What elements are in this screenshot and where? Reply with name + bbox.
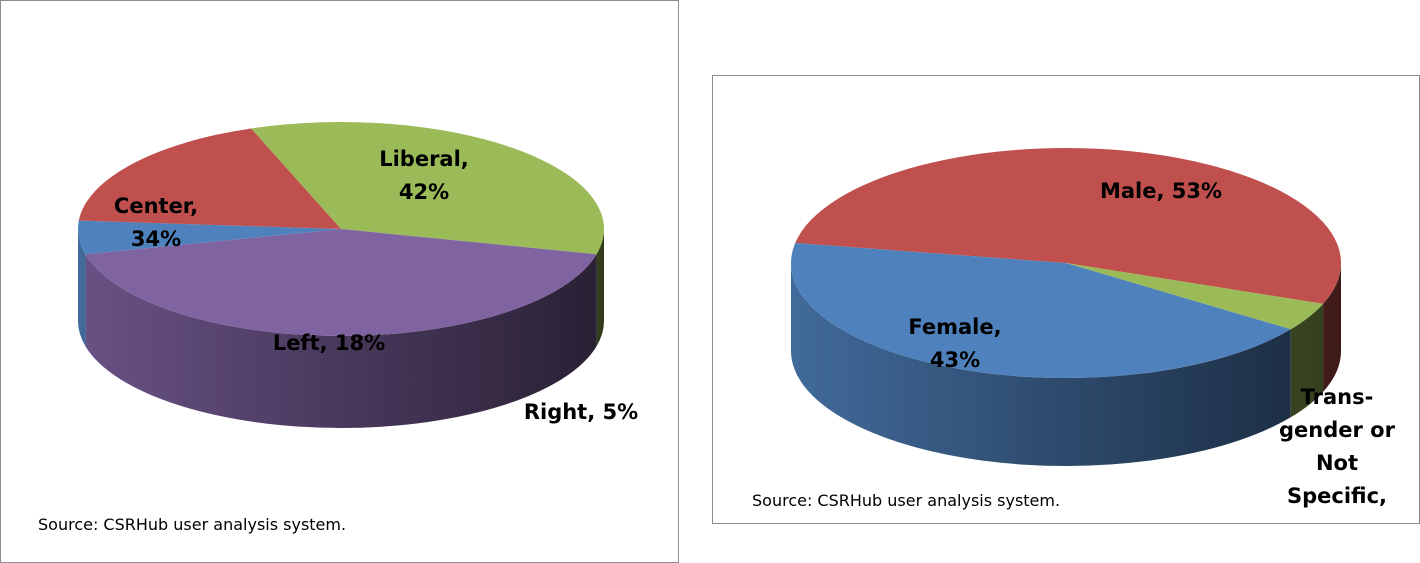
chart-panel-gender: Male, 53% Trans-gender or Not Specific, Fema…	[712, 75, 1420, 524]
pie-chart-political: Center, 34% Liberal, 42% Right, 5% Left, 18%	[77, 121, 638, 428]
pie-sides	[791, 263, 1341, 466]
data-label-liberal: Liberal, 42%	[379, 147, 469, 204]
pie-sides	[78, 229, 604, 428]
slice-side-female	[791, 263, 1291, 466]
slice-transgender-or-not-specific	[1066, 263, 1324, 330]
slice-side-right	[78, 229, 86, 347]
data-label-left: Left, 18%	[273, 331, 385, 355]
data-label-female: Female, 43%	[908, 315, 1001, 372]
slice-male	[795, 148, 1341, 304]
slice-left	[78, 128, 341, 229]
slice-liberal	[85, 229, 597, 336]
data-label-transgender-or-not-specific: Trans-gender or Not Specific,	[1279, 385, 1396, 508]
slice-center	[251, 121, 604, 255]
slice-female	[791, 243, 1291, 378]
data-label-male: Male, 53%	[1100, 179, 1222, 203]
chart-panel-political: Center, 34% Liberal, 42% Right, 5% Left, 18% …	[0, 0, 679, 563]
pie-chart-gender: Male, 53% Trans-gender or Not Specific, Fema…	[791, 148, 1396, 508]
slice-right	[77, 220, 341, 255]
slice-side-center	[596, 229, 604, 347]
slice-side-transgender-or-not-specific	[1290, 303, 1324, 418]
pie-tops	[791, 148, 1341, 378]
source-note: Source: CSRHub user analysis system.	[38, 515, 347, 534]
data-label-center: Center, 34%	[114, 194, 198, 251]
slice-side-liberal	[85, 254, 597, 428]
data-label-right: Right, 5%	[524, 400, 638, 424]
pie-tops	[77, 121, 604, 336]
slice-side-male	[1323, 263, 1341, 392]
source-note: Source: CSRHub user analysis system.	[752, 491, 1061, 510]
